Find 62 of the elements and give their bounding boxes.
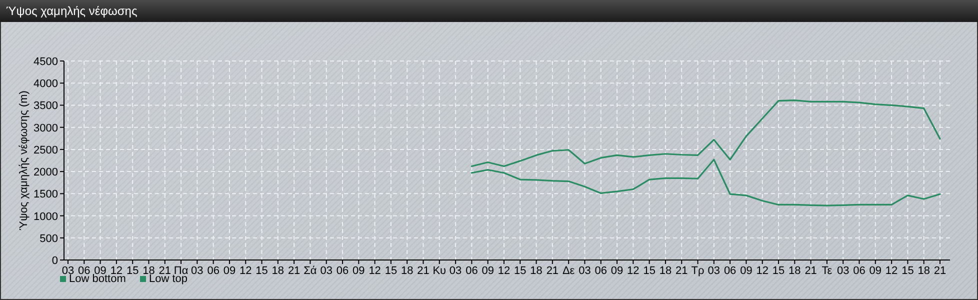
x-tick-label: Τρ — [691, 265, 704, 277]
x-tick-label: 12 — [368, 265, 381, 277]
x-tick-label: 06 — [724, 265, 736, 277]
x-tick-label: 03 — [320, 265, 332, 277]
x-tick-label: 03 — [449, 265, 462, 277]
x-tick-label: 12 — [498, 265, 510, 277]
y-axis-title: Ύψος χαμηλής νέφωσης (m) — [18, 90, 30, 230]
y-tick-label: 4500 — [34, 56, 58, 68]
x-tick-label: Σά — [304, 265, 318, 277]
x-tick-label: 12 — [885, 265, 898, 277]
x-tick-label: 21 — [934, 265, 946, 277]
y-tick-label: 2000 — [34, 166, 58, 179]
x-tick-label: 18 — [918, 265, 930, 277]
x-tick-label: Τε — [822, 265, 832, 277]
x-tick-label: 18 — [659, 265, 672, 277]
x-tick-label: 03 — [708, 265, 720, 277]
y-tick-label: 1500 — [34, 188, 58, 201]
x-tick-label: 15 — [514, 265, 526, 277]
x-tick-label: 18 — [272, 265, 284, 277]
x-tick-label: 18 — [400, 265, 414, 277]
x-tick-label: 03 — [191, 265, 204, 277]
x-tick-label: 18 — [788, 265, 801, 277]
line-series — [470, 158, 941, 206]
x-tick-label: 06 — [466, 265, 478, 277]
x-tick-label: 15 — [902, 265, 914, 277]
x-tick-label: 12 — [756, 265, 768, 277]
x-tick-label: Δε — [562, 265, 575, 277]
x-tick-label: 09 — [869, 265, 882, 277]
x-tick-label: 21 — [546, 265, 559, 277]
y-tick-label: 500 — [40, 232, 58, 245]
x-tick-label: 21 — [417, 265, 430, 277]
x-tick-label: Κυ — [432, 265, 446, 277]
x-tick-label: 12 — [240, 265, 252, 277]
x-tick-label: 18 — [530, 265, 542, 277]
x-tick-label: 21 — [676, 265, 688, 277]
x-tick-label: 06 — [594, 265, 608, 277]
x-tick-label: 09 — [482, 265, 494, 277]
y-tick-label: 2500 — [34, 144, 58, 156]
x-tick-label: 21 — [804, 265, 817, 277]
y-tick-label: 3000 — [34, 122, 58, 134]
chart-title: Ύψος χαμηλής νέφωσης — [6, 4, 138, 18]
y-tick-label: 1000 — [34, 210, 58, 223]
line-series — [470, 100, 941, 168]
x-tick-label: 21 — [288, 265, 300, 277]
x-tick-label: 15 — [772, 265, 785, 277]
x-tick-label: 15 — [126, 265, 139, 277]
x-tick-label: 15 — [256, 265, 268, 277]
x-tick-label: 15 — [384, 265, 398, 277]
x-tick-label: 06 — [336, 265, 349, 277]
x-tick-label: 09 — [740, 265, 752, 277]
x-tick-label: 03 — [578, 265, 591, 277]
x-tick-label: 06 — [207, 265, 220, 277]
y-tick-label: 3500 — [34, 100, 58, 112]
x-tick-label: 12 — [627, 265, 640, 277]
x-tick-label: 15 — [643, 265, 656, 277]
x-tick-label: 09 — [352, 265, 365, 277]
x-tick-label: 03 — [836, 265, 850, 277]
x-tick-label: 09 — [610, 265, 624, 277]
y-tick-label: 4000 — [34, 78, 58, 90]
y-tick-label: 0 — [52, 255, 58, 267]
x-tick-label: 09 — [223, 265, 236, 277]
x-tick-label: 06 — [853, 265, 866, 277]
